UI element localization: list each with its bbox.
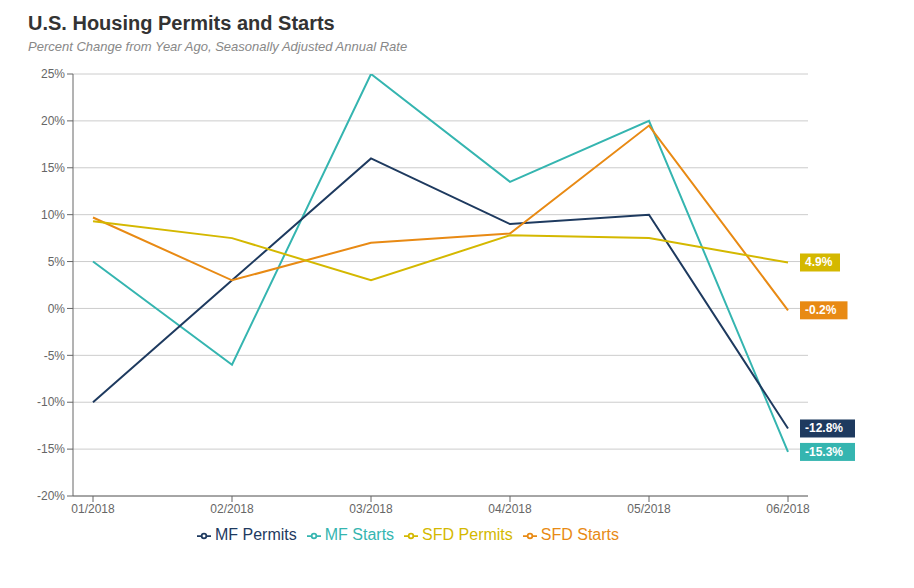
svg-text:10%: 10% — [41, 208, 65, 222]
svg-text:06/2018: 06/2018 — [766, 502, 810, 516]
svg-text:02/2018: 02/2018 — [210, 502, 254, 516]
svg-text:03/2018: 03/2018 — [349, 502, 393, 516]
svg-text:01/2018: 01/2018 — [71, 502, 115, 516]
html-text:MF Starts: MF Starts — [324, 526, 395, 543]
svg-text:-5%: -5% — [44, 349, 66, 363]
svg-text:25%: 25% — [41, 67, 65, 81]
svg-text:05/2018: 05/2018 — [627, 502, 671, 516]
svg-text:04/2018: 04/2018 — [488, 502, 532, 516]
svg-text:4.9%: 4.9% — [805, 255, 833, 269]
html-text:SFD Permits: SFD Permits — [422, 526, 513, 543]
svg-text:-0.2%: -0.2% — [805, 303, 837, 317]
svg-text:-15%: -15% — [37, 442, 65, 456]
svg-text:-10%: -10% — [37, 395, 65, 409]
svg-text:20%: 20% — [41, 114, 65, 128]
html-text:Percent Change from Year Ago,: Percent Change from Year Ago, Seasonally… — [28, 39, 408, 54]
svg-text:0%: 0% — [48, 302, 66, 316]
svg-text:-20%: -20% — [37, 489, 65, 503]
html-text:MF Permits: MF Permits — [215, 526, 297, 543]
svg-text:5%: 5% — [48, 255, 66, 269]
svg-text:15%: 15% — [41, 161, 65, 175]
html-text:U.S. Housing Permits and Start: U.S. Housing Permits and Starts — [28, 12, 335, 34]
svg-text:-15.3%: -15.3% — [805, 445, 843, 459]
html-text:SFD Starts: SFD Starts — [540, 526, 619, 543]
svg-text:-12.8%: -12.8% — [805, 421, 843, 435]
